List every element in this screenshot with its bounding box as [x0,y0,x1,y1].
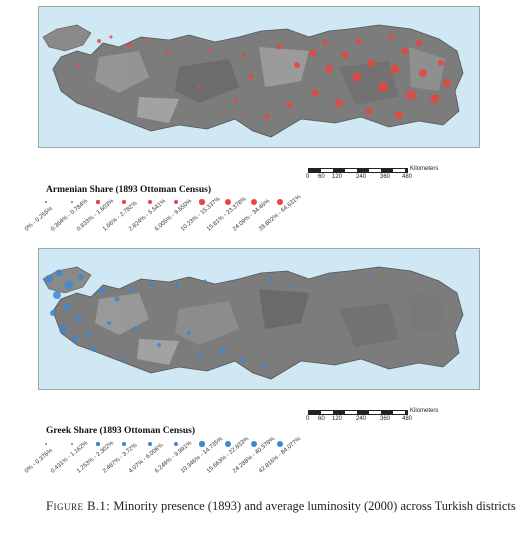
armenian-map-panel [38,6,480,148]
scale-unit-label: Kilometers [410,408,439,414]
legend-dot [199,441,205,447]
scale-tick: 120 [332,416,343,422]
scale-tick: 240 [356,416,367,422]
figure-caption: Figure B.1: Minority presence (1893) and… [46,498,516,515]
scale-tick: 0 [306,174,310,180]
scale-tick: 240 [356,174,367,180]
legend-dot [122,442,126,446]
legend-dot [147,441,153,447]
armenian-map [42,24,464,138]
legend-dot [122,200,126,204]
legend-dot [45,201,47,203]
scale-tick: 480 [402,416,413,422]
scale-tick: 360 [380,416,391,422]
scale-tick: 60 [318,174,325,180]
scale-tick: 0 [306,416,310,422]
scale-tick: 120 [332,174,343,180]
legend-dot [276,198,284,206]
greek-legend-title: Greek Share (1893 Ottoman Census) [46,426,196,436]
caption-text: Minority presence (1893) and average lum… [113,499,516,513]
greek-map [42,266,464,380]
legend-dot [225,199,231,205]
armenian-share-dots [77,34,451,120]
legend-dot [173,199,179,205]
legend-dot [199,199,205,205]
armenian-legend: 0% - 0.255% 0.364% - 0.784% 0.833% - 1.603… [24,194,330,244]
legend-dot [276,440,284,448]
scale-tick: 360 [380,174,391,180]
district-shading [95,289,445,365]
legend-dot [70,442,74,446]
greek-legend: 0% - 0.376% 0.431% - 1.162% 1.253% - 2.302… [24,436,330,486]
legend-dot [96,442,100,446]
greek-share-dots [45,269,371,369]
thrace-region [42,24,92,52]
legend-dot [250,198,258,206]
scale-tick: 60 [318,416,325,422]
figure-label: Figure B.1: [46,499,111,513]
scale-unit-label: Kilometers [410,166,439,172]
legend-dot [70,200,74,204]
legend-dot [96,200,100,204]
legend-dot [173,441,179,447]
greek-map-panel [38,248,480,390]
legend-dot [45,443,47,445]
legend-dot [225,441,231,447]
legend-dot [147,199,153,205]
armenian-legend-title: Armenian Share (1893 Ottoman Census) [46,185,212,195]
district-shading [95,47,445,123]
scale-tick: 480 [402,174,413,180]
legend-dot [250,440,258,448]
